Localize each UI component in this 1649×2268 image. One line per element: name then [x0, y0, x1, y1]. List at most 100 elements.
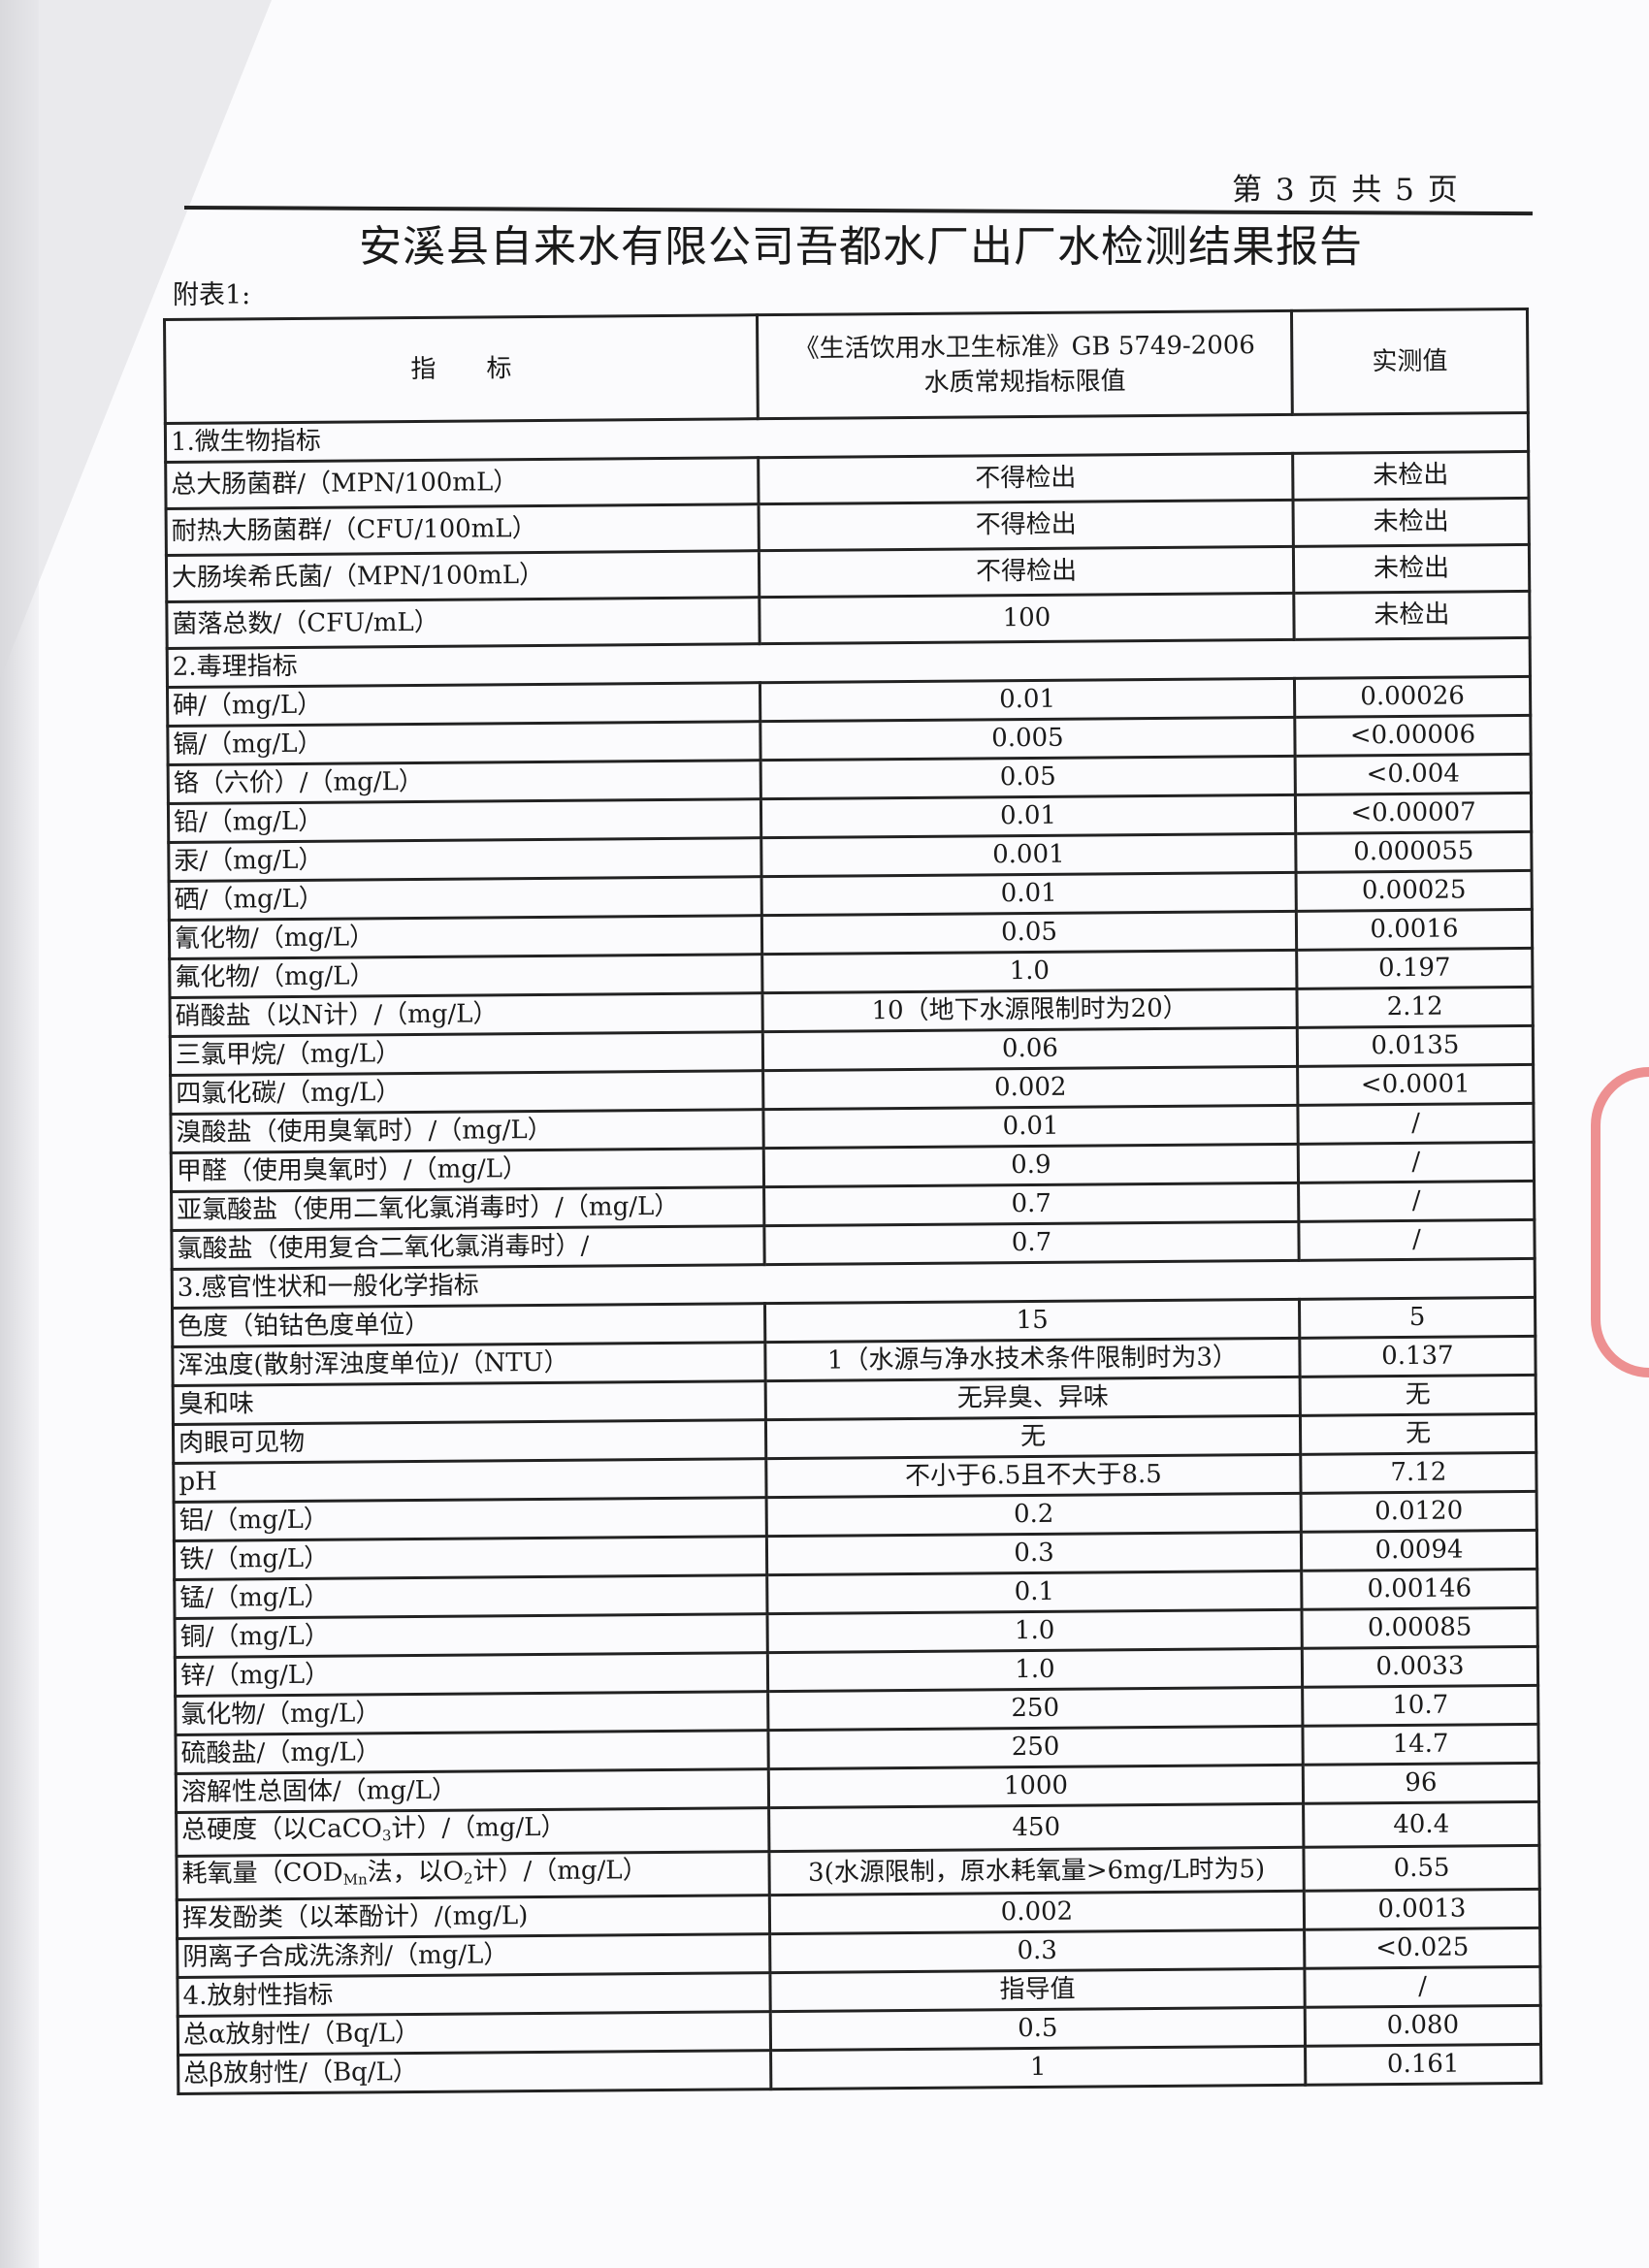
- indicator-name: 氟化物/（mg/L）: [169, 954, 762, 998]
- standard-limit: 100: [759, 593, 1295, 644]
- measured-value: 未检出: [1293, 544, 1530, 594]
- name-segment: 计）/（mg/L）: [472, 1856, 648, 1887]
- measured-value: <0.00006: [1294, 715, 1532, 757]
- standard-limit: 不得检出: [758, 453, 1294, 504]
- measured-value: 无: [1300, 1413, 1536, 1455]
- indicator-name: 铅/（mg/L）: [168, 798, 761, 843]
- indicator-name: 铬（六价）/（mg/L）: [168, 760, 761, 804]
- page-number: 第 3 页 共 5 页: [1232, 173, 1460, 208]
- measured-value: /: [1298, 1181, 1535, 1222]
- standard-limit: 450: [768, 1803, 1304, 1852]
- measured-value: 未检出: [1293, 591, 1531, 640]
- indicator-name: 大肠埃希氏菌/（MPN/100mL）: [166, 550, 760, 602]
- subscript: 3: [381, 1827, 392, 1845]
- standard-limit: 0.01: [760, 678, 1295, 722]
- indicator-name: 镉/（mg/L）: [167, 721, 761, 765]
- table-header-row: 指 标 《生活饮用水卫生标准》GB 5749-2006 水质常规指标限值 实测值: [164, 308, 1529, 424]
- standard-limit: 0.005: [760, 717, 1296, 761]
- indicator-name: 铁/（mg/L）: [174, 1536, 767, 1580]
- indicator-name: 溴酸盐（使用臭氧时）/（mg/L）: [170, 1109, 764, 1153]
- indicator-name: 汞/（mg/L）: [168, 837, 762, 882]
- standard-limit: 0.7: [763, 1183, 1299, 1226]
- measured-value: 0.161: [1305, 2044, 1541, 2086]
- measured-value: 0.0013: [1304, 1889, 1540, 1930]
- standard-limit: 250: [767, 1726, 1304, 1769]
- header-measured-value: 实测值: [1291, 308, 1529, 415]
- standard-limit: 0.002: [762, 1066, 1298, 1110]
- indicator-name: 甲醛（使用臭氧时）/（mg/L）: [171, 1148, 764, 1192]
- standard-limit: 1.0: [767, 1609, 1303, 1653]
- standard-limit: 0.001: [760, 833, 1297, 877]
- measured-value: 未检出: [1293, 498, 1530, 547]
- standard-limit: 0.05: [761, 911, 1297, 955]
- measured-value: 0.00025: [1296, 870, 1533, 912]
- standard-limit: 无异臭、异味: [765, 1377, 1301, 1420]
- indicator-name: 硫酸盐/（mg/L）: [175, 1730, 769, 1774]
- standard-limit: 不得检出: [759, 500, 1294, 551]
- standard-limit: 0.3: [766, 1532, 1302, 1575]
- indicator-name: 铝/（mg/L）: [174, 1497, 767, 1541]
- standard-limit: 3(水源限制，原水耗氧量>6mg/L时为5): [768, 1847, 1305, 1895]
- indicator-name: 挥发酚类（以苯酚计）/(mg/L): [177, 1895, 770, 1939]
- measured-value: /: [1298, 1142, 1535, 1183]
- measured-value: /: [1298, 1219, 1536, 1261]
- standard-limit: 不小于6.5且不大于8.5: [765, 1454, 1302, 1498]
- measured-value: 0.00146: [1301, 1569, 1537, 1610]
- indicator-name: 铜/（mg/L）: [175, 1613, 768, 1658]
- indicator-name: 砷/（mg/L）: [167, 682, 760, 727]
- indicator-name: 色度（铂钴色度单位）: [172, 1303, 765, 1347]
- measured-value: 0.0033: [1302, 1646, 1538, 1688]
- measured-value: 0.0135: [1297, 1025, 1534, 1067]
- standard-limit: 0.9: [763, 1144, 1299, 1187]
- measured-value: 0.000055: [1295, 831, 1533, 873]
- measured-value: 0.0016: [1296, 909, 1533, 951]
- indicator-name: 氯酸盐（使用复合二氧化氯消毒时）/: [171, 1225, 765, 1270]
- standard-limit: 10（地下水源限制时为20）: [761, 988, 1298, 1032]
- section-value: /: [1304, 1966, 1541, 2008]
- standard-limit: 0.01: [760, 794, 1296, 838]
- standard-limit: 1.0: [767, 1648, 1303, 1692]
- indicator-name: 硝酸盐（以N计）/（mg/L）: [170, 992, 763, 1037]
- indicator-name: 锌/（mg/L）: [175, 1652, 768, 1697]
- name-segment: 总硬度（以CaCO: [181, 1814, 382, 1845]
- measured-value: 40.4: [1303, 1801, 1539, 1848]
- name-segment: 计）/（mg/L）: [391, 1812, 566, 1844]
- standard-limit: 15: [764, 1299, 1300, 1343]
- measured-value: /: [1297, 1103, 1535, 1145]
- standard-limit: 不得检出: [759, 546, 1294, 598]
- standard-limit: 0.3: [769, 1929, 1305, 1973]
- indicator-name: 浑浊度(散射浑浊度单位)/（NTU）: [172, 1342, 766, 1386]
- measured-value: 0.0094: [1301, 1530, 1537, 1571]
- indicator-name: 总β放射性/（Bq/L）: [178, 2050, 771, 2094]
- measured-value: 0.00026: [1294, 676, 1531, 718]
- standard-limit: 0.01: [761, 872, 1297, 916]
- standard-limit: 0.002: [769, 1891, 1305, 1934]
- measured-value: <0.025: [1304, 1928, 1540, 1969]
- indicator-name: 三氯甲烷/（mg/L）: [170, 1031, 763, 1076]
- measured-value: 5: [1299, 1297, 1536, 1339]
- indicator-name: pH: [173, 1458, 767, 1503]
- indicator-name: 氯化物/（mg/L）: [175, 1691, 768, 1735]
- subscript: 2: [463, 1869, 473, 1888]
- standard-limit: 1000: [768, 1765, 1304, 1808]
- measured-value: 未检出: [1292, 451, 1529, 501]
- standard-limit: 0.5: [770, 2007, 1306, 2051]
- measured-value: 0.00085: [1301, 1607, 1538, 1649]
- header-standard-limit: 《生活饮用水卫生标准》GB 5749-2006 水质常规指标限值: [757, 310, 1293, 419]
- measured-value: 10.7: [1302, 1685, 1538, 1727]
- measured-value: 2.12: [1296, 987, 1534, 1028]
- standard-limit: 0.06: [762, 1027, 1298, 1071]
- standard-limit: 1（水源与净水技术条件限制时为3）: [764, 1338, 1301, 1381]
- measured-value: 0.0120: [1301, 1491, 1537, 1533]
- indicator-name: 菌落总数/（CFU/mL）: [166, 597, 760, 649]
- header-indicator: 指 标: [164, 314, 759, 424]
- indicator-name: 臭和味: [173, 1380, 766, 1425]
- measured-value: 0.197: [1296, 948, 1533, 989]
- folded-corner: [0, 0, 272, 679]
- measured-value: 14.7: [1302, 1724, 1539, 1766]
- annex-label: 附表1:: [173, 280, 251, 310]
- results-table: 指 标 《生活饮用水卫生标准》GB 5749-2006 水质常规指标限值 实测值…: [163, 308, 1542, 2095]
- measured-value: <0.004: [1295, 754, 1532, 795]
- red-seal-stamp: [1591, 1067, 1649, 1377]
- measured-value: 0.080: [1305, 2005, 1541, 2047]
